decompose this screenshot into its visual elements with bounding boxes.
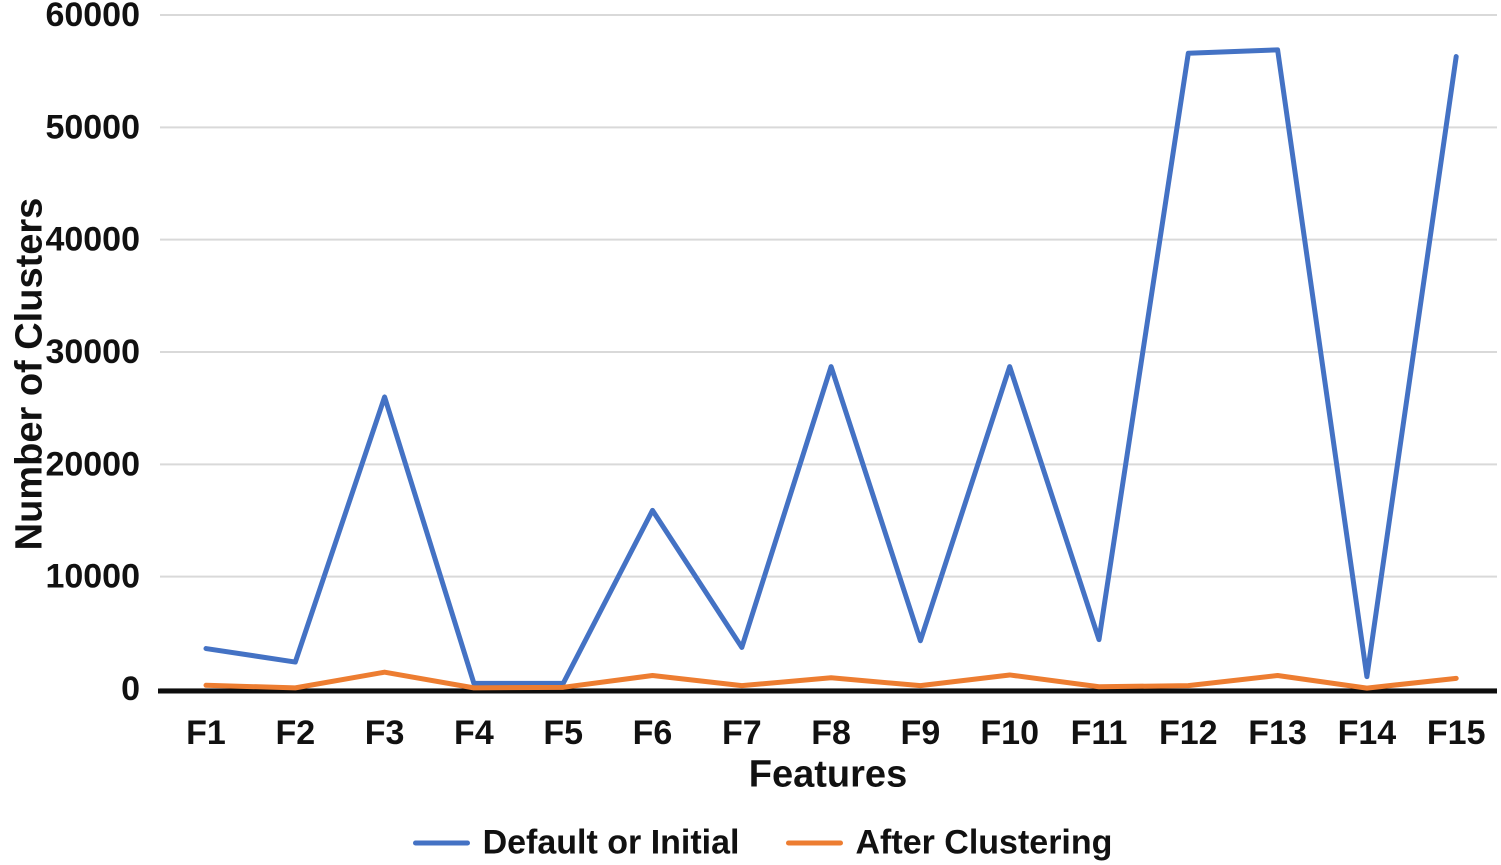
x-axis-title: Features xyxy=(748,753,908,796)
gridlines xyxy=(160,14,1497,690)
x-tick-label-F4: F4 xyxy=(454,714,494,752)
y-tick-label-50000: 50000 xyxy=(45,108,140,146)
legend-item-default-or-initial: Default or Initial xyxy=(412,823,740,863)
x-axis-tick-labels: F1 F2 F3 F4 F5 F6 F7 F8 F9 F10 F11 F12 F13 F14 F15 xyxy=(186,714,1485,752)
x-tick-label-F5: F5 xyxy=(543,714,583,752)
x-tick-label-F3: F3 xyxy=(365,714,405,752)
y-tick-label-0: 0 xyxy=(121,670,140,708)
y-tick-label-30000: 30000 xyxy=(45,333,140,371)
legend: Default or Initial After Clustering xyxy=(0,824,1501,863)
x-tick-label-F6: F6 xyxy=(633,714,673,752)
x-tick-label-F1: F1 xyxy=(186,714,226,752)
y-tick-label-20000: 20000 xyxy=(45,445,140,483)
x-tick-label-F12: F12 xyxy=(1159,714,1218,752)
series-line-after-clustering xyxy=(203,669,1459,691)
x-tick-label-F13: F13 xyxy=(1248,714,1307,752)
y-tick-label-40000: 40000 xyxy=(45,221,140,259)
legend-swatch-blue-line xyxy=(412,840,470,846)
x-tick-label-F7: F7 xyxy=(722,714,762,752)
legend-label-after-clustering: After Clustering xyxy=(855,823,1113,862)
x-tick-label-F10: F10 xyxy=(980,714,1039,752)
y-axis-title: Number of Clusters xyxy=(8,197,51,551)
x-tick-label-F15: F15 xyxy=(1427,714,1486,752)
x-tick-label-F2: F2 xyxy=(275,714,315,752)
x-tick-label-F14: F14 xyxy=(1338,714,1397,752)
legend-item-after-clustering: After Clustering xyxy=(785,823,1113,863)
data-series-lines xyxy=(203,47,1459,691)
x-tick-label-F11: F11 xyxy=(1071,714,1128,752)
x-tick-label-F8: F8 xyxy=(811,714,851,752)
legend-swatch-orange-line xyxy=(785,840,843,846)
y-tick-label-10000: 10000 xyxy=(45,558,140,596)
y-tick-label-60000: 60000 xyxy=(45,0,140,34)
x-tick-label-F9: F9 xyxy=(901,714,941,752)
y-axis-tick-labels: 0 10000 20000 30000 40000 50000 60000 xyxy=(45,0,140,708)
series-line-default-or-initial xyxy=(203,47,1459,686)
legend-label-default-or-initial: Default or Initial xyxy=(482,823,740,862)
